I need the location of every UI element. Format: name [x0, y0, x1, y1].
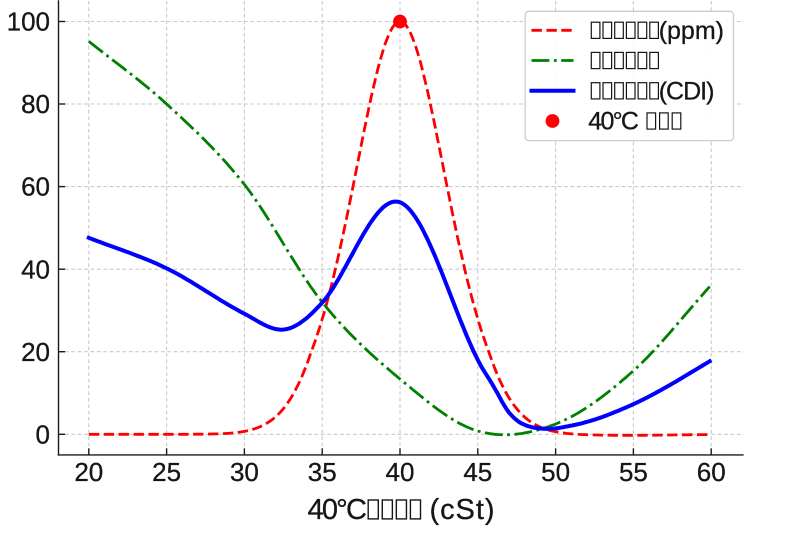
svg-text:0: 0: [36, 419, 50, 449]
svg-text:40: 40: [21, 254, 50, 284]
svg-text:(CDI): (CDI): [659, 78, 714, 106]
svg-text:(cSt): (cSt): [430, 494, 496, 526]
svg-text:20: 20: [21, 337, 50, 367]
svg-text:35: 35: [308, 457, 337, 487]
svg-text:55: 55: [619, 457, 648, 487]
svg-text:80: 80: [21, 89, 50, 119]
svg-text:45: 45: [463, 457, 492, 487]
svg-text:20: 20: [74, 457, 103, 487]
svg-text:(ppm): (ppm): [659, 17, 724, 45]
svg-text:100: 100: [7, 7, 50, 37]
svg-text:25: 25: [152, 457, 181, 487]
svg-text:60: 60: [697, 457, 726, 487]
svg-text:40°C: 40°C: [308, 494, 366, 526]
svg-text:40: 40: [386, 457, 415, 487]
svg-text:30: 30: [230, 457, 259, 487]
svg-text:60: 60: [21, 172, 50, 202]
svg-text:40°C: 40°C: [588, 108, 639, 136]
svg-text:50: 50: [541, 457, 570, 487]
